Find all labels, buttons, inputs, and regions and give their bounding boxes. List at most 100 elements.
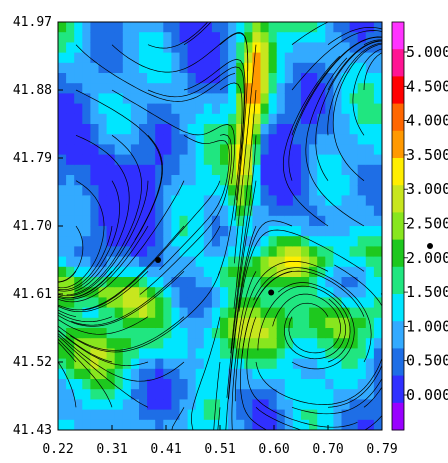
- heatmap-cell: [122, 307, 132, 319]
- heatmap-cell: [171, 144, 181, 156]
- y-tick-label: 41.61: [13, 287, 52, 302]
- heatmap-cell: [155, 358, 164, 370]
- heatmap-cell: [74, 215, 83, 227]
- heatmap-cell: [147, 256, 156, 268]
- heatmap-cell: [74, 134, 83, 145]
- heatmap-cell: [260, 42, 270, 54]
- heatmap-cell: [98, 368, 108, 380]
- heatmap-cell: [58, 389, 67, 400]
- heatmap-cell: [284, 62, 294, 74]
- heatmap-cell: [220, 22, 229, 33]
- heatmap-cell: [373, 164, 382, 176]
- heatmap-cell: [365, 62, 375, 74]
- heatmap-cell: [187, 307, 197, 319]
- heatmap-cell: [195, 399, 205, 411]
- heatmap-cell: [309, 226, 318, 237]
- heatmap-cell: [349, 348, 359, 360]
- heatmap-cell: [260, 205, 270, 217]
- heatmap-cell: [155, 134, 164, 145]
- heatmap-cell: [211, 144, 221, 156]
- heatmap-cell: [349, 256, 359, 268]
- heatmap-cell: [373, 205, 382, 217]
- heatmap-cell: [220, 277, 229, 288]
- heatmap-cell: [309, 215, 318, 227]
- heatmap-cell: [203, 277, 213, 288]
- streamline: [272, 293, 341, 354]
- heatmap-cell: [147, 124, 156, 135]
- heatmap-cell: [147, 226, 156, 237]
- heatmap-cell: [333, 358, 343, 370]
- heatmap-cell: [187, 338, 197, 349]
- heatmap-cell: [130, 266, 140, 278]
- heatmap-cell: [139, 32, 148, 43]
- heatmap-cell: [114, 389, 124, 400]
- heatmap-cell: [349, 297, 359, 309]
- heatmap-cell: [155, 368, 164, 380]
- heatmap-cell: [139, 62, 148, 74]
- heatmap-cell: [252, 195, 262, 207]
- heatmap-cell: [373, 379, 382, 390]
- heatmap-cell: [341, 22, 351, 33]
- heatmap-cell: [171, 358, 181, 370]
- streamline: [233, 89, 257, 309]
- heatmap-cell: [114, 277, 124, 288]
- heatmap-cell: [268, 62, 278, 74]
- heatmap-cell: [260, 103, 270, 115]
- heatmap-cell: [333, 328, 343, 339]
- heatmap-cell: [252, 409, 262, 421]
- heatmap-cell: [244, 266, 253, 278]
- heatmap-cell: [171, 409, 181, 421]
- heatmap-cell: [317, 144, 326, 156]
- heatmap-cell: [106, 348, 116, 360]
- heatmap-cell: [357, 379, 367, 390]
- heatmap-cell: [292, 205, 302, 217]
- streamline: [315, 40, 382, 181]
- heatmap-cell: [276, 144, 286, 156]
- colorbar-label: 1.500: [406, 283, 448, 301]
- heatmap-cell: [373, 287, 382, 298]
- heatmap-cell: [74, 236, 83, 247]
- heatmap-cell: [325, 236, 334, 247]
- heatmap-cell: [220, 62, 229, 74]
- heatmap-cell: [365, 358, 375, 370]
- heatmap-cell: [284, 113, 294, 125]
- heatmap-cell: [171, 113, 181, 125]
- heatmap-cell: [98, 399, 108, 411]
- heatmap-cell: [139, 307, 148, 319]
- heatmap-cell: [98, 175, 108, 186]
- heatmap-cell: [163, 287, 172, 298]
- heatmap-cell: [276, 287, 286, 298]
- heatmap-cell: [236, 205, 245, 217]
- heatmap-cell: [357, 185, 367, 196]
- heatmap-cell: [292, 399, 302, 411]
- heatmap-cell: [268, 22, 278, 33]
- heatmap-cell: [147, 409, 156, 421]
- heatmap-cell: [252, 419, 262, 430]
- heatmap-cell: [220, 358, 229, 370]
- heatmap-cell: [187, 266, 197, 278]
- heatmap-cell: [171, 195, 181, 207]
- heatmap-cell: [357, 236, 367, 247]
- heatmap-cell: [163, 419, 172, 430]
- colorbar-swatch: [392, 103, 404, 132]
- x-tick-label: 0.70: [312, 442, 343, 457]
- heatmap-cell: [317, 195, 326, 207]
- heatmap-cell: [106, 93, 116, 105]
- colorbar-swatch: [392, 266, 404, 295]
- heatmap-cell: [203, 379, 213, 390]
- heatmap-cell: [244, 399, 253, 411]
- heatmap-cell: [260, 297, 270, 309]
- heatmap-cell: [163, 266, 172, 278]
- y-tick-label: 41.52: [13, 355, 52, 370]
- heatmap-cell: [341, 42, 351, 54]
- heatmap-cell: [195, 317, 205, 329]
- heatmap-cell: [284, 185, 294, 196]
- heatmap-cell: [268, 195, 278, 207]
- heatmap-cell: [325, 419, 334, 430]
- heatmap-cell: [90, 195, 100, 207]
- heatmap-cell: [365, 409, 375, 421]
- heatmap-cell: [333, 379, 343, 390]
- heatmap-cell: [373, 419, 382, 430]
- heatmap-cell: [292, 134, 302, 145]
- heatmap-cell: [349, 205, 359, 217]
